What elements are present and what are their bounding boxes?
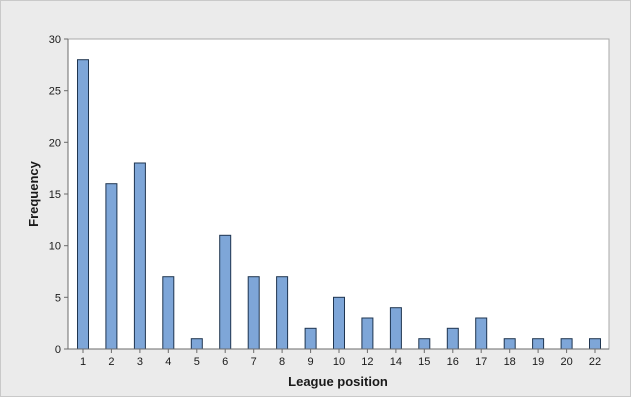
bar-1 <box>77 59 89 350</box>
x-tick-label: 5 <box>194 356 200 368</box>
y-axis-title: Frequency <box>26 160 41 227</box>
bar-22 <box>589 338 601 350</box>
bar-3 <box>133 162 146 350</box>
y-tick-label: 20 <box>49 137 61 149</box>
bar-7 <box>247 276 260 350</box>
bar-18 <box>503 338 516 350</box>
x-tick-label: 16 <box>447 356 459 368</box>
bar-17 <box>475 317 488 350</box>
x-tick-label: 4 <box>165 356 171 368</box>
bar-16 <box>446 327 459 350</box>
y-tick-label: 25 <box>49 86 61 98</box>
y-tick-label: 15 <box>49 189 61 201</box>
bar-9 <box>304 327 317 350</box>
bars-group <box>77 59 601 350</box>
y-tick-label: 0 <box>55 344 61 356</box>
x-tick-label: 7 <box>251 356 257 368</box>
bar-20 <box>560 338 573 350</box>
x-tick-label: 1 <box>80 356 86 368</box>
x-tick-label: 14 <box>390 356 402 368</box>
bar-19 <box>532 338 545 350</box>
bar-5 <box>190 338 203 350</box>
x-tick-label: 19 <box>532 356 544 368</box>
bar-4 <box>162 276 175 350</box>
bar-10 <box>333 296 345 350</box>
x-tick-label: 20 <box>560 356 572 368</box>
x-tick-label: 12 <box>361 356 373 368</box>
x-tick-label: 8 <box>279 356 285 368</box>
x-tick-label: 22 <box>589 356 601 368</box>
x-tick-label: 10 <box>333 356 345 368</box>
y-ticks-group: 0 5 10 15 20 25 30 <box>49 34 68 356</box>
x-tick-label: 2 <box>108 356 114 368</box>
bar-8 <box>276 276 289 350</box>
x-tick-label: 6 <box>222 356 228 368</box>
x-tick-label: 3 <box>137 356 143 368</box>
x-tick-label: 9 <box>308 356 314 368</box>
bar-2 <box>105 183 118 350</box>
x-tick-label: 15 <box>418 356 430 368</box>
bar-12 <box>361 317 374 350</box>
x-axis-title: League position <box>288 374 388 389</box>
x-tick-label: 17 <box>475 356 487 368</box>
bar-15 <box>418 338 431 350</box>
bar-14 <box>389 307 402 350</box>
y-tick-label: 30 <box>49 34 61 46</box>
bar-6 <box>219 234 232 350</box>
x-ticks-group: 1 2 3 4 5 6 7 8 9 10 12 14 15 16 17 18 19 20 22 <box>80 349 601 368</box>
x-tick-label: 18 <box>504 356 516 368</box>
y-tick-label: 5 <box>55 292 61 304</box>
y-tick-label: 10 <box>49 241 61 253</box>
